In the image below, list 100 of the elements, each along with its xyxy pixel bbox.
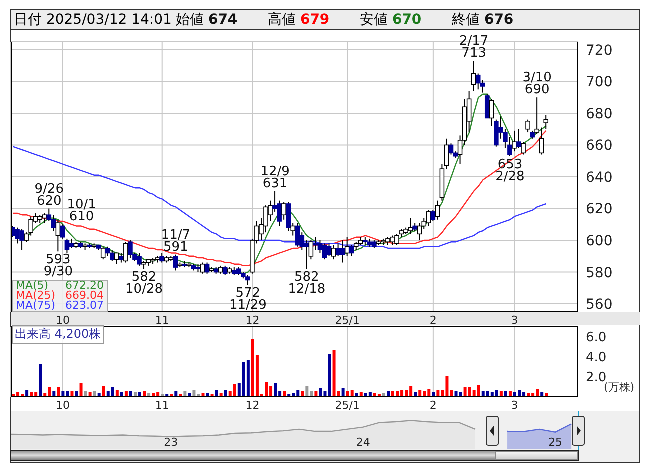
bar [80, 383, 83, 397]
y-tick-label: 640 [586, 170, 613, 186]
x-tick-label: 3 [511, 399, 518, 412]
bar [392, 391, 395, 397]
bar [386, 391, 390, 397]
candlestick [200, 262, 206, 274]
x-tick-label: 11 [155, 314, 170, 327]
candlestick [56, 219, 61, 252]
y-axis-title: (万株) [604, 381, 635, 395]
candlestick [282, 202, 286, 220]
x-tick-label: 25/1 [335, 314, 360, 327]
bar [414, 392, 418, 397]
bar [301, 391, 304, 397]
text: 終値 676 [452, 10, 515, 28]
bar [508, 391, 512, 397]
x-tick-label: 25/1 [335, 399, 360, 412]
line-series [12, 130, 547, 267]
bar [124, 391, 128, 397]
bar [70, 391, 74, 397]
annotation: 582 12/18 [288, 270, 326, 298]
candlestick [64, 238, 70, 254]
candlestick [308, 240, 314, 260]
candlestick [526, 119, 530, 134]
bar [459, 392, 462, 397]
candlestick [512, 130, 517, 152]
candlestick [340, 240, 346, 264]
annotation: 12/9 631 [260, 164, 290, 192]
candlestick [336, 243, 341, 257]
x-tick-label: 2 [430, 314, 437, 327]
bar [418, 390, 422, 397]
bar [26, 390, 29, 397]
bar [495, 390, 498, 397]
bar [368, 392, 372, 397]
candlestick [326, 243, 332, 257]
candlestick [69, 238, 74, 249]
bar [184, 391, 187, 397]
bar [215, 390, 218, 397]
bar [138, 392, 142, 397]
bar [88, 392, 92, 397]
x-tick-label: 2 [430, 399, 437, 412]
bar [233, 384, 236, 397]
x-tick-label: 25 [548, 436, 563, 449]
candlestick [490, 98, 494, 127]
bar [30, 392, 34, 397]
annotation: 582 10/28 [126, 270, 164, 298]
bar [436, 390, 440, 397]
bar [84, 391, 88, 397]
x-tick-label: 10 [56, 314, 70, 327]
bar [224, 390, 228, 397]
bar [62, 391, 65, 397]
y-tick-label: 4.0 [586, 350, 607, 366]
candlestick [322, 243, 328, 260]
candlestick [471, 60, 476, 92]
text: 始値 674 [176, 10, 239, 28]
candlestick [435, 200, 440, 220]
candlestick [204, 262, 210, 274]
bar [540, 392, 544, 397]
text: MA(5) 672.20 [16, 279, 104, 292]
bar [432, 392, 436, 397]
annotation: 2/17 713 [459, 34, 489, 62]
y-tick-label: 6.0 [586, 330, 607, 346]
bar [274, 383, 278, 397]
annotation: 10/1 610 [67, 198, 96, 225]
annotation: 3/10 690 [522, 70, 552, 98]
bar [129, 391, 132, 397]
annotation: 572 11/29 [229, 286, 267, 313]
y-tick-label: 660 [586, 138, 613, 154]
annotation: 11/7 591 [161, 228, 191, 255]
bar [93, 391, 96, 397]
y-tick-label: 720 [586, 42, 613, 59]
bar [314, 391, 318, 397]
bar [143, 391, 146, 397]
text: 安値 670 [360, 10, 423, 28]
candlestick [544, 114, 549, 130]
y-tick-label: 620 [586, 202, 613, 218]
bar [283, 391, 286, 397]
bar [174, 391, 178, 397]
bar [111, 387, 114, 397]
bar [75, 391, 78, 397]
bar [350, 390, 354, 397]
annotation: 593 9/30 [44, 252, 74, 280]
candlestick [114, 252, 120, 265]
bar [319, 388, 322, 397]
text: 高値 679 [268, 10, 331, 28]
candlestick [331, 244, 336, 260]
text: MA(75) 623.07 [16, 299, 104, 312]
x-tick-label: 23 [164, 436, 178, 449]
chart-title: 出来高 4,200株 [12, 325, 104, 344]
x-tick-label: 11 [155, 399, 170, 412]
bar [120, 392, 124, 397]
bar [134, 392, 137, 397]
y-tick-label: 700 [586, 74, 613, 91]
x-tick-label: 12 [246, 314, 260, 327]
candlestick [124, 242, 128, 264]
y-tick-label: 680 [586, 106, 613, 122]
x-tick-label: 3 [511, 314, 518, 327]
text: MA(25) 669.04 [16, 289, 104, 302]
bar [477, 385, 480, 397]
annotation: 9/26 620 [34, 182, 64, 209]
candlestick [105, 246, 110, 257]
